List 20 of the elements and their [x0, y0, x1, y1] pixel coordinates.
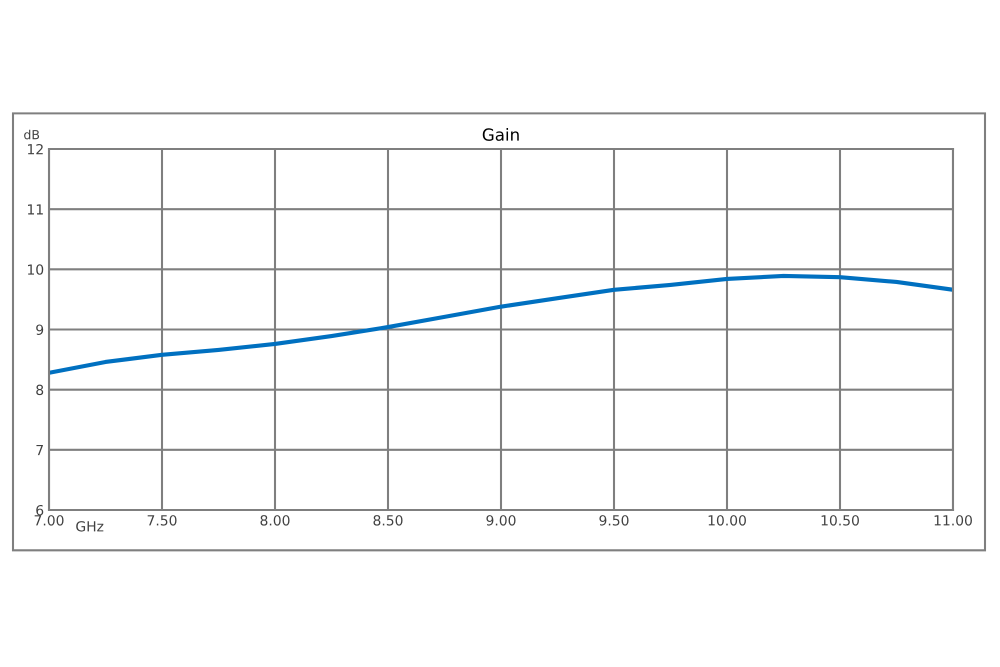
x-tick-label: 8.50: [373, 515, 403, 526]
x-tick-label: 7.50: [148, 515, 177, 526]
y-tick-label: 9: [36, 324, 44, 335]
x-tick-label: 10.00: [708, 515, 746, 526]
y-tick-label: 7: [36, 444, 43, 456]
y-axis-title: dB: [24, 130, 40, 140]
y-tick-label: 8: [36, 384, 44, 396]
y-tick-label: 12: [28, 144, 43, 154]
y-tick-label: 10: [28, 264, 44, 275]
x-tick-label: 7.00: [34, 515, 64, 526]
x-tick-label: 10.50: [822, 515, 859, 526]
x-tick-label: 11.00: [934, 515, 972, 526]
chart-title: Gain: [482, 128, 519, 141]
y-tick-label: 6: [36, 504, 44, 516]
x-axis-title: GHz: [76, 521, 104, 532]
x-tick-label: 9.00: [486, 515, 516, 526]
x-tick-label: 9.50: [599, 515, 629, 526]
x-tick-label: 8.00: [260, 515, 290, 526]
line-series: [49, 274, 953, 375]
y-tick-label: 11: [28, 204, 43, 214]
